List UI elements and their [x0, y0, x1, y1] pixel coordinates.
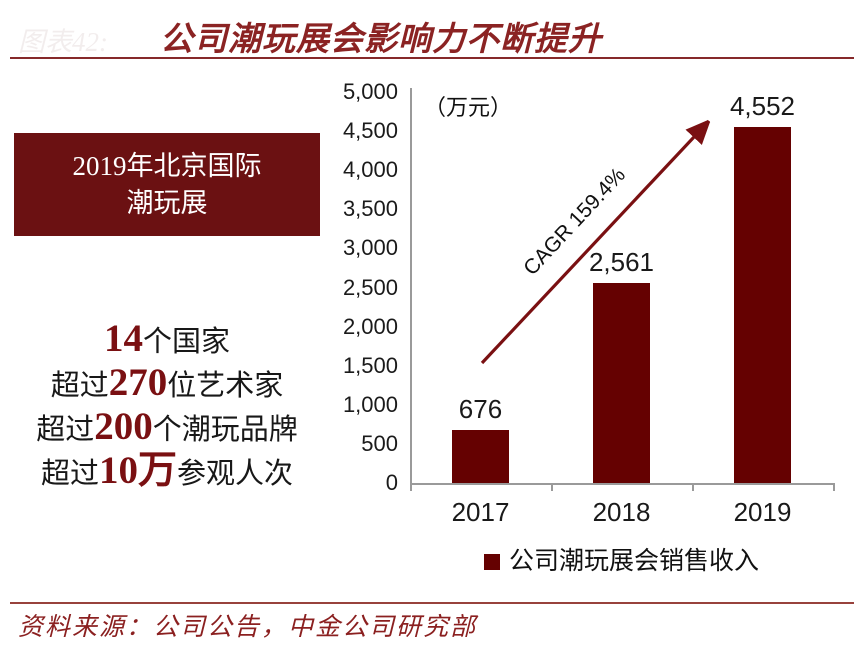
highlight-box-line1: 2019年北京国际 — [72, 150, 262, 181]
y-axis-tick-label: 3,000 — [342, 235, 398, 261]
figure-number-ghost: 图表42: — [18, 27, 108, 57]
x-axis-line — [410, 483, 833, 485]
highlight-box-line2: 潮玩展 — [126, 187, 208, 218]
bar-value-label: 676 — [458, 394, 503, 425]
fact-suffix: 参观人次 — [177, 458, 294, 490]
source-note: 资料来源：公司公告，中金公司研究部 — [18, 614, 478, 641]
y-axis-tick-label: 500 — [361, 430, 398, 456]
page-title: 公司潮玩展会影响力不断提升 — [160, 22, 602, 58]
y-axis-tick-label: 3,500 — [342, 196, 398, 222]
legend-swatch-icon — [483, 554, 500, 570]
x-axis-tick — [410, 483, 412, 491]
fact-line: 14个国家 — [0, 317, 334, 361]
fact-line: 超过270位艺术家 — [0, 361, 334, 405]
fact-suffix: 个国家 — [142, 326, 230, 358]
fact-number: 270 — [108, 361, 168, 404]
x-axis-category-label: 2018 — [592, 497, 651, 527]
fact-number: 10万 — [98, 449, 177, 492]
y-axis-tick-label: 4,000 — [342, 157, 398, 183]
axis-unit-label: （万元） — [424, 95, 513, 120]
fact-prefix: 超过 — [36, 414, 95, 446]
fact-suffix: 个潮玩品牌 — [152, 414, 298, 446]
x-axis-tick — [833, 483, 835, 491]
x-axis-category-label: 2017 — [451, 497, 510, 527]
fact-number: 200 — [94, 405, 153, 448]
y-axis-tick-label: 0 — [385, 470, 398, 495]
bar-2019 — [734, 127, 791, 483]
bottom-divider — [10, 602, 854, 604]
cagr-trend-arrow — [480, 92, 833, 365]
bar-value-label: 4,552 — [729, 91, 796, 122]
top-divider — [10, 57, 854, 59]
highlight-box: 2019年北京国际 潮玩展 — [14, 133, 320, 236]
fact-prefix: 超过 — [40, 458, 99, 490]
bar-value-label: 2,561 — [588, 246, 655, 277]
bar-2018 — [593, 282, 650, 483]
fact-suffix: 位艺术家 — [167, 370, 284, 402]
x-axis-tick — [551, 483, 553, 491]
y-axis-line — [410, 88, 412, 483]
facts-list: 14个国家 超过270位艺术家 超过200个潮玩品牌 超过10万参观人次 — [0, 317, 334, 493]
fact-line: 超过10万参观人次 — [0, 449, 334, 493]
chart-legend: 公司潮玩展会销售收入 — [410, 548, 833, 576]
y-axis-tick-label: 5,000 — [342, 79, 398, 104]
bar-2017 — [452, 430, 509, 483]
legend-label: 公司潮玩展会销售收入 — [508, 548, 759, 575]
fact-prefix: 超过 — [50, 370, 109, 402]
x-axis-category-label: 2019 — [733, 497, 792, 527]
y-axis-tick-label: 1,500 — [342, 352, 398, 378]
y-axis-tick-label: 2,500 — [342, 274, 398, 300]
x-axis-tick — [692, 483, 694, 491]
y-axis-tick-label: 1,000 — [342, 391, 398, 417]
fact-line: 超过200个潮玩品牌 — [0, 405, 334, 449]
y-axis-tick-label: 2,000 — [342, 313, 398, 339]
y-axis-tick-label: 4,500 — [342, 118, 398, 144]
fact-number: 14 — [103, 317, 143, 360]
